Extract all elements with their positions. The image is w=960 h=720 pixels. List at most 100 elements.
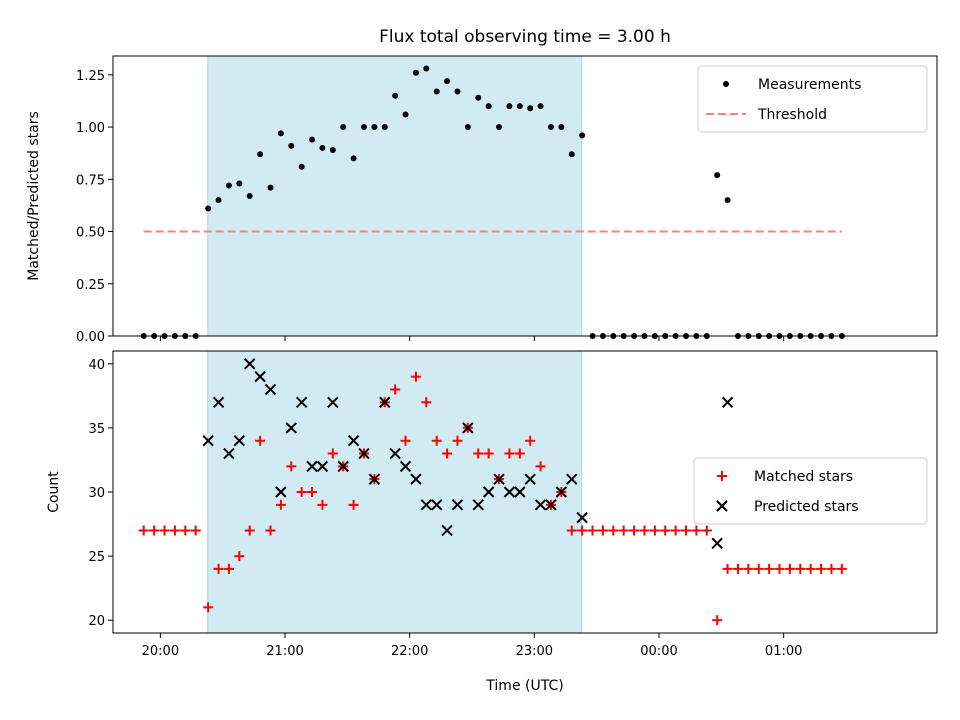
predicted-star-point (472, 499, 484, 511)
legend-label: Matched stars (754, 469, 853, 485)
measurement-point (215, 197, 222, 204)
y-tick-label: 1.00 (76, 121, 105, 136)
measurement-point (402, 111, 409, 118)
predicted-star-point (576, 511, 588, 524)
measurement-point (527, 105, 534, 112)
y-tick-label: 25 (88, 550, 105, 565)
measurement-point (558, 124, 565, 131)
predicted-star-point (410, 473, 422, 485)
matched-star-point (203, 602, 214, 613)
predicted-star-point (316, 460, 329, 473)
predicted-star-point (399, 460, 412, 473)
measurement-point (329, 147, 336, 154)
measurement-point (309, 136, 316, 143)
predicted-star-point (295, 396, 308, 408)
predicted-star-point (503, 486, 516, 498)
measurement-point (288, 142, 295, 149)
matched-star-point (597, 525, 608, 536)
matched-star-point (348, 499, 359, 510)
matched-star-point (514, 448, 525, 459)
matched-star-point (795, 563, 806, 574)
measurement-point (381, 124, 388, 131)
x-tick-label: 22:00 (391, 644, 428, 659)
x-tick-label: 00:00 (640, 644, 677, 659)
matched-star-point (190, 525, 201, 536)
predicted-star-point (212, 396, 225, 408)
measurement-point (433, 88, 440, 95)
chart-title: Flux total observing time = 3.00 h (379, 27, 671, 47)
matched-star-point (390, 384, 401, 395)
matched-star-point (473, 448, 484, 459)
predicted-star-point (555, 486, 568, 498)
predicted-star-point (327, 396, 339, 408)
matched-star-point (577, 525, 588, 536)
matched-star-point (265, 525, 276, 536)
predicted-star-point (233, 435, 246, 447)
matched-star-point (504, 448, 515, 459)
panel-counts: 20 25 30 35 40 20:00 21:00 22:00 23:00 00:00 01:00… (88, 350, 938, 659)
measurement-point (246, 193, 253, 199)
matched-star-point (452, 435, 463, 446)
matched-star-point (234, 551, 245, 562)
measurement-point (205, 205, 212, 212)
matched-star-point (255, 435, 266, 446)
matched-star-point (774, 563, 785, 574)
matched-star-point (784, 563, 795, 574)
x-tick-label: 23:00 (516, 644, 553, 659)
measurement-point (267, 184, 274, 191)
measurement-point (724, 197, 731, 204)
predicted-star-point (482, 486, 495, 498)
matched-star-point (400, 435, 411, 446)
measurement-point (319, 144, 326, 151)
measurement-point (454, 88, 461, 95)
predicted-star-point (358, 447, 370, 460)
matched-star-point (317, 499, 328, 510)
predicted-star-point (379, 396, 391, 408)
predicted-star-point (337, 460, 349, 473)
measurement-point (485, 103, 492, 110)
predicted-star-point (534, 499, 547, 511)
matched-star-point (826, 563, 837, 574)
measurement-point (506, 103, 513, 110)
matched-star-point (764, 563, 775, 574)
measurement-point (257, 151, 264, 158)
measurement-point (547, 124, 554, 131)
matched-star-point (566, 525, 577, 536)
matched-star-point (753, 563, 764, 574)
measurement-point (579, 132, 586, 139)
matched-star-point (608, 525, 619, 536)
predicted-star-point (306, 460, 318, 473)
y-tick-label: 0.25 (76, 278, 105, 293)
measurement-point (516, 103, 523, 110)
matched-star-point (712, 615, 723, 626)
predicted-star-point (368, 473, 381, 485)
predicted-star-point (285, 422, 297, 434)
matched-star-point (483, 448, 494, 459)
legend-marker-x (716, 500, 728, 512)
matched-star-point (722, 563, 733, 574)
legend-marker-plus (717, 471, 727, 481)
matched-star-point (410, 371, 421, 382)
measurement-point (371, 124, 378, 131)
y-tick-label: 1.25 (76, 69, 105, 84)
predicted-star-point (721, 396, 734, 408)
y-tick-label: 0.50 (76, 226, 105, 241)
predicted-star-point (389, 447, 401, 460)
measurement-point (350, 155, 357, 162)
predicted-star-point (223, 447, 235, 460)
y-tick-label: 35 (88, 422, 105, 437)
predicted-star-point (420, 499, 433, 511)
legend-box (693, 457, 928, 525)
matched-star-point (307, 487, 318, 497)
matched-star-point (743, 563, 754, 574)
measurement-point (225, 182, 232, 189)
observing-window-shade (207, 55, 583, 337)
y-tick-label: 30 (88, 486, 105, 501)
matched-star-point (535, 461, 546, 472)
matched-star-point (213, 563, 224, 574)
measurement-point (360, 124, 367, 131)
matched-star-point (244, 525, 255, 536)
matched-star-point (223, 563, 234, 574)
y-tick-label: 40 (88, 358, 105, 373)
measurement-point (496, 124, 503, 131)
